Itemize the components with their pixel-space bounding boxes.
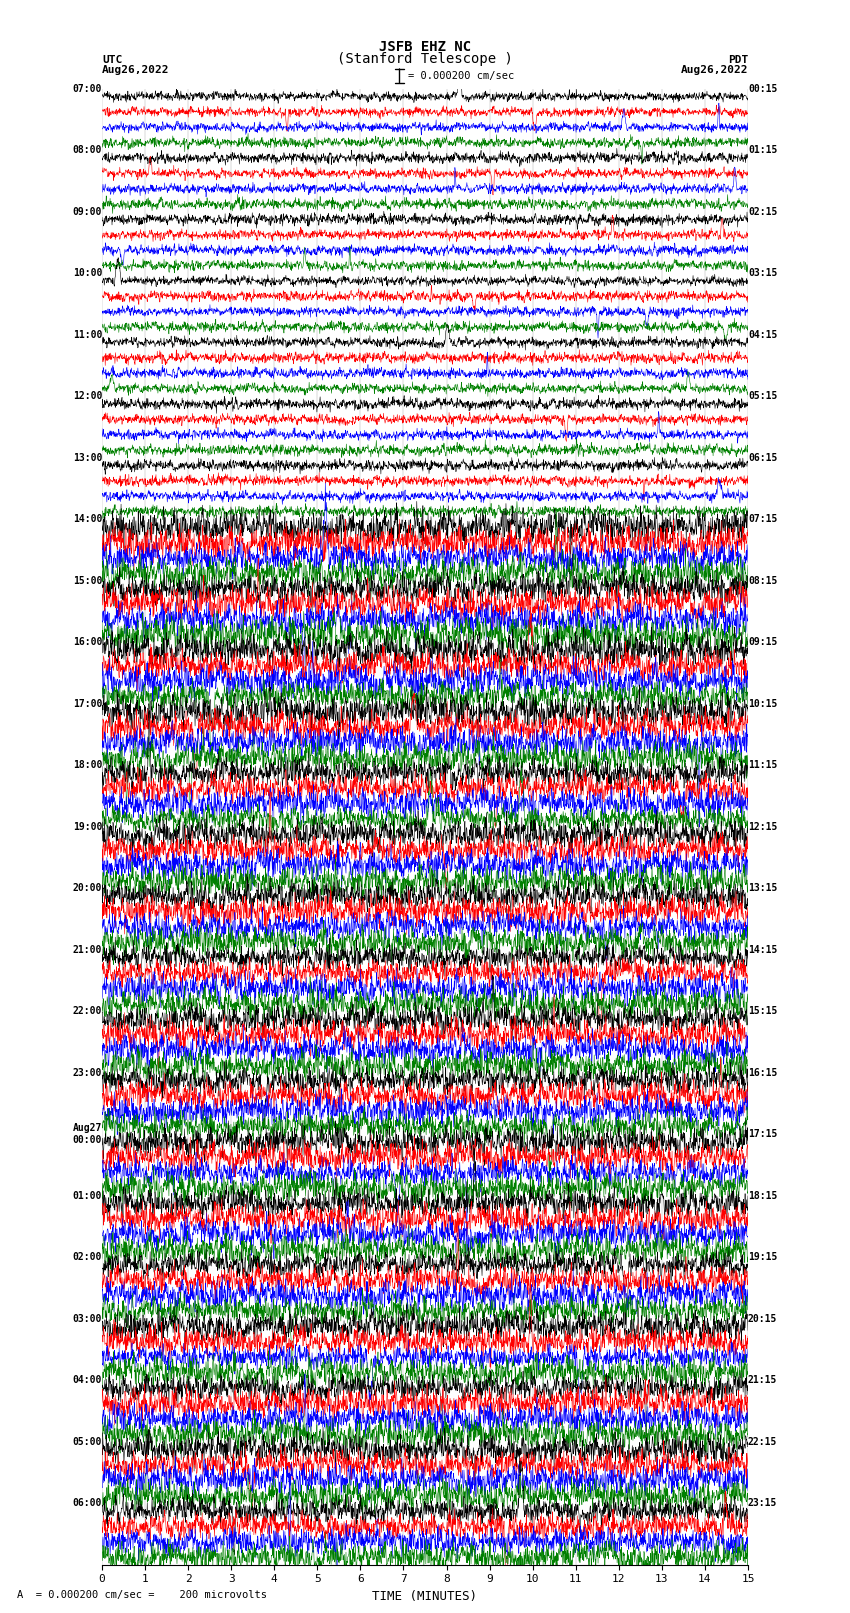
Text: 14:15: 14:15: [748, 945, 778, 955]
Text: Aug26,2022: Aug26,2022: [102, 65, 169, 74]
Text: 06:15: 06:15: [748, 453, 778, 463]
Text: 04:00: 04:00: [72, 1376, 102, 1386]
Text: 21:00: 21:00: [72, 945, 102, 955]
Text: 15:15: 15:15: [748, 1007, 778, 1016]
Text: Aug26,2022: Aug26,2022: [681, 65, 748, 74]
Text: 05:15: 05:15: [748, 392, 778, 402]
Text: 19:00: 19:00: [72, 821, 102, 832]
Text: 01:15: 01:15: [748, 145, 778, 155]
Text: 13:15: 13:15: [748, 884, 778, 894]
Text: 20:15: 20:15: [748, 1313, 778, 1324]
Text: 17:15: 17:15: [748, 1129, 778, 1139]
Text: 23:00: 23:00: [72, 1068, 102, 1077]
Text: A  = 0.000200 cm/sec =    200 microvolts: A = 0.000200 cm/sec = 200 microvolts: [17, 1590, 267, 1600]
Text: 01:00: 01:00: [72, 1190, 102, 1200]
Text: 05:00: 05:00: [72, 1437, 102, 1447]
Text: 12:15: 12:15: [748, 821, 778, 832]
Text: 14:00: 14:00: [72, 515, 102, 524]
Text: 03:15: 03:15: [748, 268, 778, 277]
Text: 00:15: 00:15: [748, 84, 778, 94]
Text: 10:15: 10:15: [748, 698, 778, 708]
Text: 08:15: 08:15: [748, 576, 778, 586]
Text: 20:00: 20:00: [72, 884, 102, 894]
Text: 16:15: 16:15: [748, 1068, 778, 1077]
Text: 15:00: 15:00: [72, 576, 102, 586]
Text: (Stanford Telescope ): (Stanford Telescope ): [337, 52, 513, 66]
Text: 22:15: 22:15: [748, 1437, 778, 1447]
Text: 12:00: 12:00: [72, 392, 102, 402]
Text: 02:00: 02:00: [72, 1252, 102, 1261]
Text: 09:15: 09:15: [748, 637, 778, 647]
Text: UTC: UTC: [102, 55, 122, 65]
Text: 07:15: 07:15: [748, 515, 778, 524]
Text: 02:15: 02:15: [748, 206, 778, 216]
Text: 19:15: 19:15: [748, 1252, 778, 1261]
Text: 10:00: 10:00: [72, 268, 102, 277]
Text: 23:15: 23:15: [748, 1498, 778, 1508]
Text: 17:00: 17:00: [72, 698, 102, 708]
Text: = 0.000200 cm/sec: = 0.000200 cm/sec: [408, 71, 514, 81]
Text: 13:00: 13:00: [72, 453, 102, 463]
Text: 07:00: 07:00: [72, 84, 102, 94]
Text: JSFB EHZ NC: JSFB EHZ NC: [379, 40, 471, 55]
Text: 16:00: 16:00: [72, 637, 102, 647]
Text: Aug27
00:00: Aug27 00:00: [72, 1123, 102, 1145]
X-axis label: TIME (MINUTES): TIME (MINUTES): [372, 1590, 478, 1603]
Text: 11:00: 11:00: [72, 329, 102, 340]
Text: PDT: PDT: [728, 55, 748, 65]
Text: 22:00: 22:00: [72, 1007, 102, 1016]
Text: 18:15: 18:15: [748, 1190, 778, 1200]
Text: 09:00: 09:00: [72, 206, 102, 216]
Text: 08:00: 08:00: [72, 145, 102, 155]
Text: 03:00: 03:00: [72, 1313, 102, 1324]
Text: 11:15: 11:15: [748, 760, 778, 769]
Text: 21:15: 21:15: [748, 1376, 778, 1386]
Text: 18:00: 18:00: [72, 760, 102, 769]
Text: 04:15: 04:15: [748, 329, 778, 340]
Text: 06:00: 06:00: [72, 1498, 102, 1508]
